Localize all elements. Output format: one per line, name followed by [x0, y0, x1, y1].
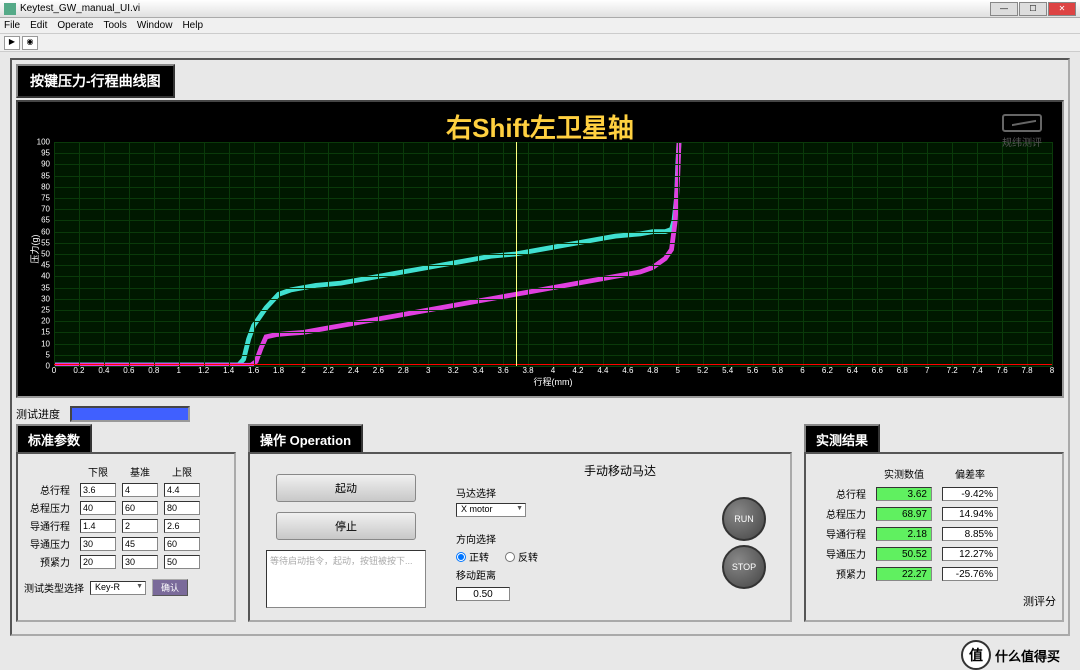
param-input[interactable]: [122, 483, 158, 497]
watermark-text: 规纬测评: [1002, 134, 1042, 149]
result-value: 22.27: [876, 567, 932, 581]
chart-header-box: 按键压力-行程曲线图: [16, 64, 175, 98]
menu-window[interactable]: Window: [137, 20, 173, 31]
operation-title: 操作 Operation: [248, 424, 363, 455]
param-input[interactable]: [122, 555, 158, 569]
chart-title: 右Shift左卫星轴: [446, 108, 634, 145]
progress-label: 测试进度: [16, 406, 60, 422]
param-input[interactable]: [122, 501, 158, 515]
result-pct: -25.76%: [942, 567, 998, 581]
minimize-button[interactable]: —: [990, 2, 1018, 16]
param-input[interactable]: [164, 483, 200, 497]
param-label: 导通行程: [24, 518, 74, 533]
param-input[interactable]: [80, 519, 116, 533]
result-value: 2.18: [876, 527, 932, 541]
distance-input[interactable]: [456, 587, 510, 601]
param-input[interactable]: [80, 537, 116, 551]
menu-tools[interactable]: Tools: [104, 20, 127, 31]
abort-icon[interactable]: ◉: [22, 36, 38, 50]
run-icon[interactable]: ▶: [4, 36, 20, 50]
footer: 值 什么值得买: [10, 640, 1070, 670]
close-button[interactable]: ✕: [1048, 2, 1076, 16]
params-title: 标准参数: [16, 424, 92, 455]
result-value: 68.97: [876, 507, 932, 521]
motor-label: 马达选择: [456, 485, 698, 500]
result-value: 50.52: [876, 547, 932, 561]
manual-stop-button[interactable]: STOP: [722, 545, 766, 589]
maximize-button[interactable]: ☐: [1019, 2, 1047, 16]
footer-text: 什么值得买: [995, 646, 1060, 665]
run-button[interactable]: RUN: [722, 497, 766, 541]
param-input[interactable]: [164, 501, 200, 515]
main-frame: 按键压力-行程曲线图 右Shift左卫星轴 规纬测评 压力(g) 0510152…: [10, 58, 1070, 636]
params-panel: 下限基准上限总行程总程压力导通行程导通压力预紧力 测试类型选择 Key-R 确认: [16, 452, 236, 622]
plot-area: [54, 142, 1052, 366]
y-axis: 0510152025303540455055606570758085909510…: [18, 142, 54, 366]
x-axis-label: 行程(mm): [534, 375, 573, 388]
param-label: 总行程: [24, 482, 74, 497]
type-confirm-button[interactable]: 确认: [152, 579, 188, 596]
watermark-logo-icon: [1002, 114, 1042, 132]
param-label: 总程压力: [24, 500, 74, 515]
result-label: 预紧力: [812, 566, 866, 581]
result-pct: 12.27%: [942, 547, 998, 561]
param-input[interactable]: [122, 537, 158, 551]
param-input[interactable]: [164, 555, 200, 569]
start-button[interactable]: 起动: [276, 474, 416, 502]
results-panel: 实测数值偏差率总行程3.62-9.42%总程压力68.9714.94%导通行程2…: [804, 452, 1064, 622]
result-pct: -9.42%: [942, 487, 998, 501]
result-label: 总程压力: [812, 506, 866, 521]
menubar: File Edit Operate Tools Window Help: [0, 18, 1080, 34]
watermark: 规纬测评: [1002, 114, 1042, 149]
menu-edit[interactable]: Edit: [30, 20, 47, 31]
x-axis: 行程(mm) 00.20.40.60.811.21.41.61.822.22.4…: [54, 366, 1052, 386]
param-label: 导通压力: [24, 536, 74, 551]
chart-container: 右Shift左卫星轴 规纬测评 压力(g) 051015202530354045…: [16, 100, 1064, 398]
footer-logo-icon: 值: [961, 640, 991, 670]
manual-title: 手动移动马达: [456, 462, 784, 479]
toolbar: ▶ ◉: [0, 34, 1080, 52]
progress-bar: [70, 406, 190, 422]
titlebar: Keytest_GW_manual_UI.vi — ☐ ✕: [0, 0, 1080, 18]
motor-dropdown[interactable]: X motor: [456, 503, 526, 517]
menu-file[interactable]: File: [4, 20, 20, 31]
param-input[interactable]: [164, 537, 200, 551]
param-input[interactable]: [164, 519, 200, 533]
app-icon: [4, 3, 16, 15]
distance-label: 移动距离: [456, 567, 698, 582]
operation-log: 等待启动指令，起动，按钮被按下...: [266, 550, 426, 608]
result-value: 3.62: [876, 487, 932, 501]
type-label: 测试类型选择: [24, 580, 84, 595]
menu-operate[interactable]: Operate: [57, 20, 93, 31]
window-title: Keytest_GW_manual_UI.vi: [20, 3, 140, 14]
radio-forward[interactable]: 正转: [456, 549, 489, 564]
param-input[interactable]: [80, 501, 116, 515]
progress-row: 测试进度: [16, 406, 1064, 422]
operation-panel: 起动 停止 等待启动指令，起动，按钮被按下... 手动移动马达 马达选择 X m…: [248, 452, 792, 622]
menu-help[interactable]: Help: [182, 20, 203, 31]
result-label: 导通行程: [812, 526, 866, 541]
param-label: 预紧力: [24, 554, 74, 569]
param-input[interactable]: [80, 555, 116, 569]
result-pct: 8.85%: [942, 527, 998, 541]
direction-label: 方向选择: [456, 531, 698, 546]
param-input[interactable]: [122, 519, 158, 533]
type-dropdown[interactable]: Key-R: [90, 581, 146, 595]
score-label: 测评分: [1023, 596, 1056, 608]
results-title: 实测结果: [804, 424, 880, 455]
radio-reverse[interactable]: 反转: [505, 549, 538, 564]
progress-fill: [72, 408, 188, 420]
param-input[interactable]: [80, 483, 116, 497]
result-pct: 14.94%: [942, 507, 998, 521]
stop-button[interactable]: 停止: [276, 512, 416, 540]
result-label: 总行程: [812, 486, 866, 501]
result-label: 导通压力: [812, 546, 866, 561]
